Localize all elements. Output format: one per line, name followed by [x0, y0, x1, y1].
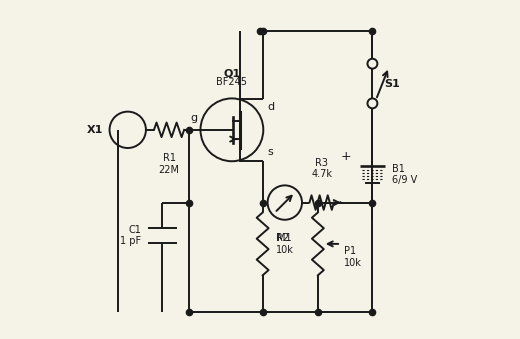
- Text: R2
10k: R2 10k: [276, 233, 294, 255]
- Text: P1
10k: P1 10k: [344, 246, 362, 268]
- Circle shape: [368, 98, 378, 108]
- Text: Q1: Q1: [223, 68, 240, 79]
- Text: S1: S1: [384, 79, 400, 88]
- Text: BF245: BF245: [216, 77, 248, 87]
- Text: B1
6/9 V: B1 6/9 V: [392, 164, 417, 185]
- Text: M1: M1: [278, 233, 292, 243]
- Circle shape: [368, 59, 378, 68]
- Text: R3
4.7k: R3 4.7k: [311, 158, 332, 179]
- Text: +: +: [341, 150, 352, 163]
- Text: X1: X1: [86, 125, 103, 135]
- Text: C1
1 pF: C1 1 pF: [120, 225, 141, 246]
- Text: d: d: [268, 102, 275, 112]
- Text: s: s: [268, 147, 274, 157]
- Text: g: g: [190, 113, 197, 123]
- Text: R1
22M: R1 22M: [159, 153, 179, 175]
